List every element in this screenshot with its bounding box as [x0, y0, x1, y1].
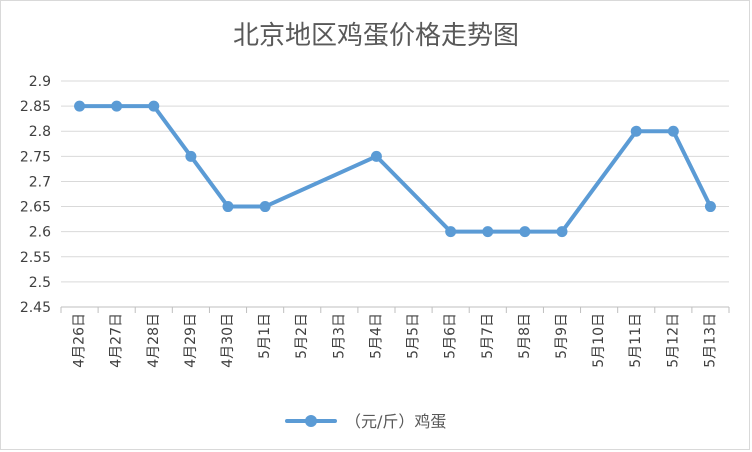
y-tick-label-2: 2.55 [20, 250, 51, 266]
data-point-2 [148, 100, 160, 112]
x-tick-label-14: 5月10日 [591, 313, 607, 368]
y-tick-label-1: 2.5 [29, 275, 51, 291]
y-tick-label-4: 2.65 [20, 200, 51, 216]
y-tick-label-8: 2.85 [20, 99, 51, 115]
y-tick-label-7: 2.8 [29, 124, 51, 140]
x-tick-label-17: 5月13日 [702, 313, 718, 368]
data-point-15 [630, 125, 642, 137]
legend-label-0: （元/斤）鸡蛋 [345, 412, 446, 431]
legend: （元/斤）鸡蛋 [285, 412, 446, 431]
x-tick-label-13: 5月9日 [554, 313, 570, 359]
data-point-4 [222, 201, 234, 213]
x-tick-label-3: 4月29日 [183, 313, 199, 368]
series-layer [74, 100, 716, 238]
data-point-3 [185, 150, 197, 162]
x-tick-label-4: 4月30日 [220, 313, 236, 368]
y-tick-label-6: 2.75 [20, 149, 51, 165]
x-tick-label-2: 4月28日 [146, 313, 162, 368]
data-point-10 [445, 226, 457, 238]
x-tick-label-15: 5月11日 [628, 313, 644, 368]
data-point-17 [704, 201, 716, 213]
data-point-5 [259, 201, 271, 213]
x-tick-label-0: 4月26日 [72, 313, 88, 368]
data-point-11 [482, 226, 494, 238]
x-tick-label-11: 5月7日 [480, 313, 496, 359]
legend-marker-0 [305, 415, 317, 427]
y-tick-label-9: 2.9 [29, 74, 51, 90]
x-tick-label-10: 5月6日 [443, 313, 459, 359]
series-line-0 [77, 104, 713, 234]
x-tick-label-7: 5月3日 [331, 313, 347, 359]
data-point-13 [556, 226, 568, 238]
x-tick-label-9: 5月5日 [406, 313, 422, 359]
x-tick-label-12: 5月8日 [517, 313, 533, 359]
y-tick-label-0: 2.45 [20, 300, 51, 316]
data-point-1 [111, 100, 123, 112]
y-tick-label-5: 2.7 [29, 174, 51, 190]
data-point-16 [667, 125, 679, 137]
x-tick-label-8: 5月4日 [368, 313, 384, 359]
x-tick-label-16: 5月12日 [665, 313, 681, 368]
x-tick-label-6: 5月2日 [294, 313, 310, 359]
data-point-0 [74, 100, 86, 112]
chart-title: 北京地区鸡蛋价格走势图 [233, 21, 519, 51]
x-tick-label-5: 5月1日 [257, 313, 273, 359]
y-tick-label-3: 2.6 [29, 225, 51, 241]
x-tick-label-1: 4月27日 [109, 313, 125, 368]
data-point-8 [370, 150, 382, 162]
grid-layer [61, 80, 729, 283]
axis-layer: 2.45 2.5 2.55 2.6 2.65 2.7 2.75 2.8 2.85 2.9 4月26日… [20, 74, 730, 368]
data-point-12 [519, 226, 531, 238]
